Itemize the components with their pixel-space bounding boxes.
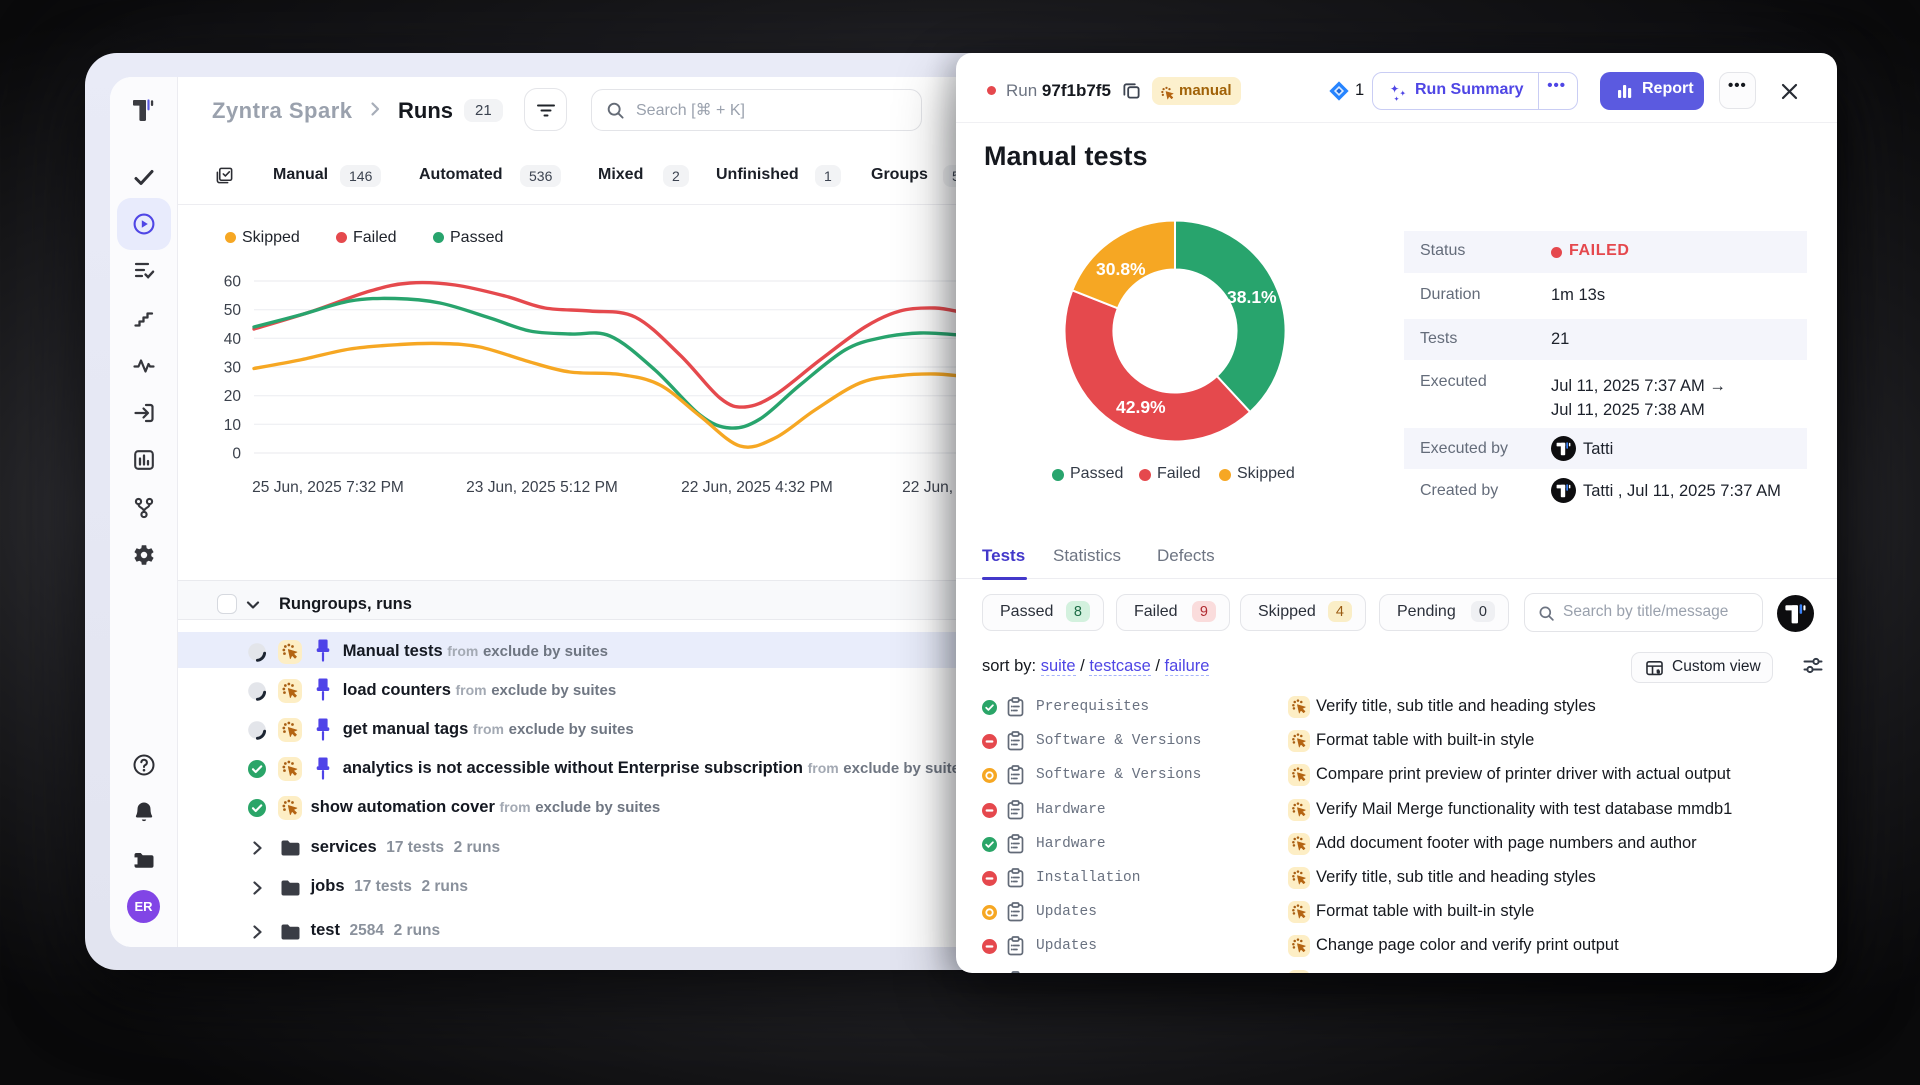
svg-text:20: 20 — [224, 388, 242, 405]
svg-text:23 Jun, 2025 5:12 PM: 23 Jun, 2025 5:12 PM — [466, 479, 618, 496]
svg-text:0: 0 — [232, 446, 241, 463]
svg-text:25 Jun, 2025 7:32 PM: 25 Jun, 2025 7:32 PM — [252, 479, 404, 496]
svg-text:60: 60 — [224, 274, 242, 291]
svg-text:10: 10 — [224, 417, 242, 434]
svg-text:40: 40 — [224, 331, 242, 348]
svg-text:30: 30 — [224, 360, 242, 377]
svg-text:50: 50 — [224, 302, 242, 319]
svg-text:22 Jun, 2025 4:32 PM: 22 Jun, 2025 4:32 PM — [681, 479, 833, 496]
